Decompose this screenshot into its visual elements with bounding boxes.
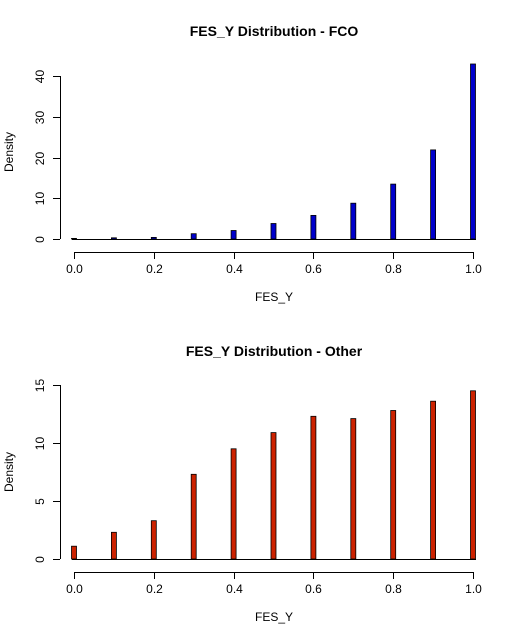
y-tick-label: 10	[33, 437, 47, 451]
bar	[430, 149, 437, 240]
bar-series	[71, 63, 476, 240]
bar	[350, 418, 357, 560]
x-axis: 0.0 0.2 0.4 0.6 0.8 1.0	[66, 572, 482, 596]
x-tick-label: 0.2	[146, 582, 163, 596]
bar	[150, 236, 157, 240]
bar	[310, 415, 317, 560]
y-tick-label: 40	[33, 70, 47, 84]
x-tick-label: 0.4	[226, 582, 243, 596]
x-tick-label: 0.0	[66, 262, 83, 276]
x-tick-label: 0.8	[385, 582, 402, 596]
x-tick-label: 1.0	[465, 262, 482, 276]
x-tick-label: 1.0	[465, 582, 482, 596]
x-tick-label: 0.4	[226, 262, 243, 276]
y-axis-label: Density	[2, 132, 16, 172]
bar-series	[71, 390, 476, 560]
y-axis: 0 5 10 15	[33, 379, 61, 563]
y-tick-label: 30	[33, 111, 47, 125]
bar	[350, 202, 357, 240]
bar	[190, 473, 197, 560]
y-axis-label: Density	[2, 452, 16, 492]
bar	[390, 410, 397, 560]
y-tick-label: 10	[33, 192, 47, 206]
bar	[470, 390, 476, 560]
x-axis-label: FES_Y	[255, 290, 293, 304]
x-tick-label: 0.2	[146, 262, 163, 276]
y-axis: 0 10 20 30 40	[33, 70, 61, 243]
y-tick-label: 5	[33, 498, 47, 505]
bar	[71, 237, 77, 240]
bar	[230, 448, 237, 560]
x-tick-label: 0.0	[66, 582, 83, 596]
bar	[230, 230, 237, 240]
bar	[270, 223, 277, 240]
bar	[190, 233, 197, 240]
y-tick-label: 0	[33, 556, 47, 563]
bar	[111, 237, 117, 240]
x-axis: 0.0 0.2 0.4 0.6 0.8 1.0	[66, 252, 482, 276]
bar	[310, 214, 317, 240]
x-axis-label: FES_Y	[255, 610, 293, 624]
x-tick-label: 0.8	[385, 262, 402, 276]
chart-title: FES_Y Distribution - FCO	[190, 23, 359, 39]
y-tick-label: 0	[33, 236, 47, 243]
bar	[390, 183, 397, 240]
panel-fco: FES_Y Distribution - FCO FES_Y Density 0…	[2, 23, 482, 304]
bar	[150, 520, 157, 560]
x-tick-label: 0.6	[305, 262, 322, 276]
bar	[270, 432, 277, 560]
bar	[71, 545, 77, 560]
panel-other: FES_Y Distribution - Other FES_Y Density…	[2, 343, 482, 624]
chart-title: FES_Y Distribution - Other	[186, 343, 363, 359]
bar	[430, 400, 437, 560]
y-tick-label: 20	[33, 152, 47, 166]
bar	[470, 63, 476, 240]
x-tick-label: 0.6	[305, 582, 322, 596]
bar	[111, 531, 117, 560]
y-tick-label: 15	[33, 379, 47, 393]
